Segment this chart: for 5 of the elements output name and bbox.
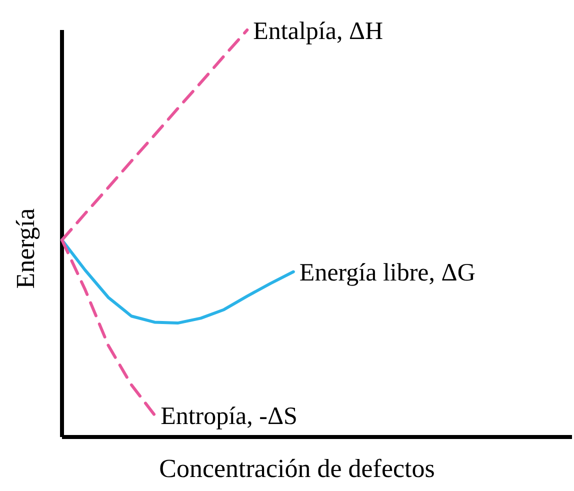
x-axis-title: Concentración de defectos [159, 454, 435, 483]
series-label: Entalpía, ΔH [253, 18, 384, 45]
series-label: Entropía, -ΔS [160, 402, 298, 430]
series-label: Energía libre, ΔG [299, 260, 476, 287]
y-axis-title: Energía [11, 208, 40, 289]
